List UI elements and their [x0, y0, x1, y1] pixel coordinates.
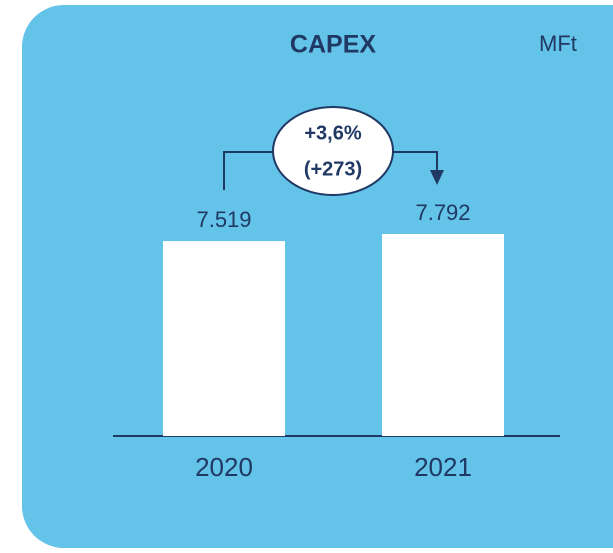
x-tick-label: 2020: [195, 452, 253, 482]
value-label: 7.792: [415, 200, 470, 225]
change-bubble: [272, 106, 394, 196]
change-percent: +3,6%: [304, 122, 361, 144]
arrow-head: [430, 170, 444, 185]
x-tick-label: 2021: [414, 452, 472, 482]
bracket-right: [390, 151, 438, 172]
bar: [382, 234, 504, 436]
unit-label: MFt: [539, 31, 577, 56]
change-absolute: (+273): [304, 158, 362, 180]
bar: [163, 241, 285, 436]
bracket-left: [223, 151, 276, 190]
chart-title: CAPEX: [290, 31, 376, 59]
panel: [22, 5, 613, 548]
value-label: 7.519: [196, 207, 251, 232]
